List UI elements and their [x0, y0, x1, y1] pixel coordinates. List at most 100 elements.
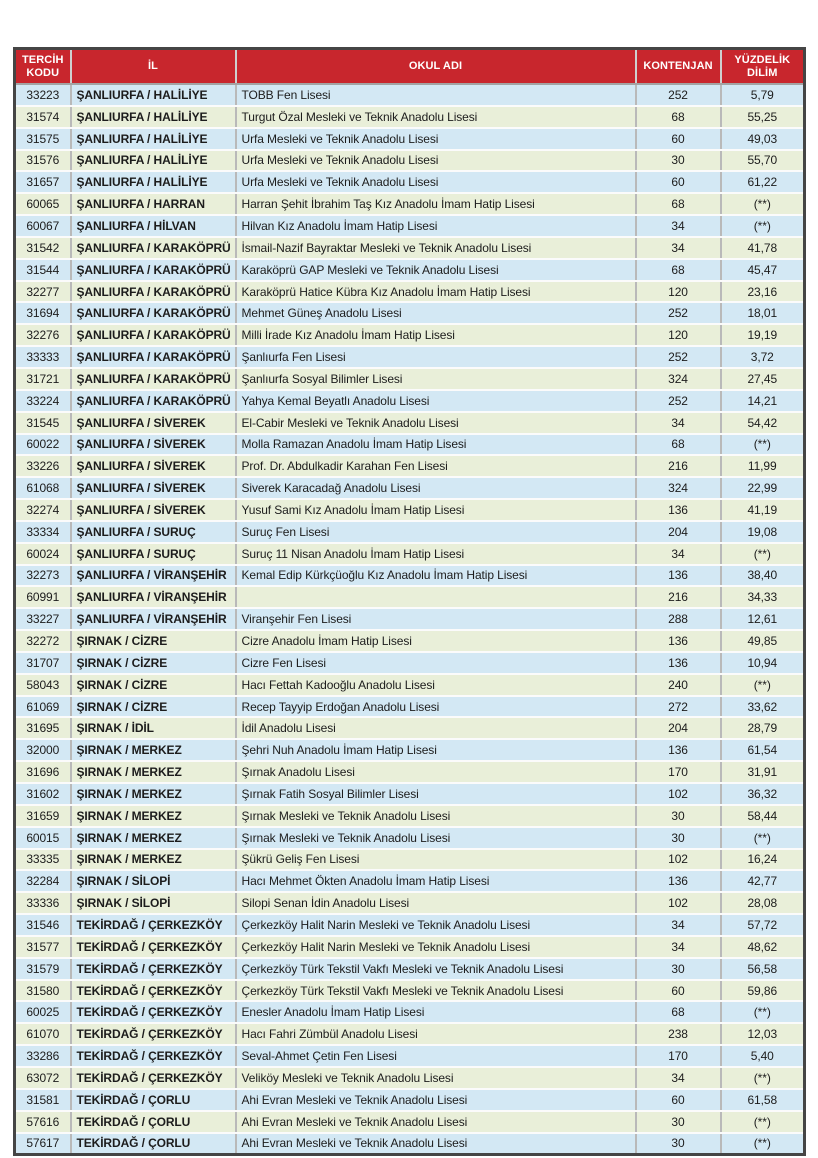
kontenjan-cell: 136 — [634, 498, 722, 522]
yuzdelik-dilim-cell: 19,08 — [719, 519, 806, 544]
il-cell: TEKİRDAĞ / ÇERKEZKÖY — [69, 978, 237, 1003]
okul-adi-cell: Ahi Evran Mesleki ve Teknik Anadolu Lise… — [234, 1087, 637, 1112]
yuzdelik-dilim-cell: (**) — [719, 672, 806, 697]
okul-adi-cell: TOBB Fen Lisesi — [234, 83, 637, 107]
il-cell: ŞANLIURFA / HALİLİYE — [69, 170, 237, 195]
table-row: 31707 ŞIRNAK / CİZRE Cizre Fen Lisesi 136 10… — [13, 650, 806, 675]
okul-adi-cell: Şanlıurfa Fen Lisesi — [234, 345, 637, 369]
kontenjan-cell: 204 — [634, 716, 722, 741]
yuzdelik-dilim-cell: 56,58 — [719, 956, 806, 981]
kontenjan-cell: 34 — [634, 541, 722, 566]
column-header-il: İL — [69, 48, 237, 85]
tercih-kodu-cell: 33224 — [13, 388, 72, 413]
okul-adi-cell: Enesler Anadolu İmam Hatip Lisesi — [234, 1000, 637, 1025]
tercih-kodu-cell: 31695 — [13, 716, 72, 741]
table-row: 60015 ŞIRNAK / MERKEZ Şırnak Mesleki ve Te… — [13, 825, 806, 850]
table-row: 31544 ŞANLIURFA / KARAKÖPRÜ Karaköprü GAP … — [13, 257, 806, 282]
tercih-kodu-cell: 31657 — [13, 170, 72, 195]
table-row: 33224 ŞANLIURFA / KARAKÖPRÜ Yahya Kemal Be… — [13, 388, 806, 413]
il-cell: ŞANLIURFA / KARAKÖPRÜ — [69, 388, 237, 413]
table-row: 61068 ŞANLIURFA / SİVEREK Siverek Karacada… — [13, 476, 806, 501]
okul-adi-cell: Şırnak Fatih Sosyal Bilimler Lisesi — [234, 782, 637, 806]
table-row: 33227 ŞANLIURFA / VİRANŞEHİR Viranşehir Fe… — [13, 607, 806, 632]
yuzdelik-dilim-cell: 49,85 — [719, 629, 806, 653]
il-cell: ŞIRNAK / CİZRE — [69, 629, 237, 653]
tercih-kodu-cell: 57616 — [13, 1109, 72, 1134]
table-row: 57616 TEKİRDAĞ / ÇORLU Ahi Evran Mesleki v… — [13, 1109, 806, 1134]
yuzdelik-dilim-cell: 61,22 — [719, 170, 806, 195]
kontenjan-cell: 68 — [634, 257, 722, 282]
tercih-kodu-cell: 33335 — [13, 847, 72, 872]
table-row: 31577 TEKİRDAĞ / ÇERKEZKÖY Çerkezköy Halit… — [13, 934, 806, 959]
yuzdelik-dilim-cell: 45,47 — [719, 257, 806, 282]
okul-adi-cell: Yahya Kemal Beyatlı Anadolu Lisesi — [234, 388, 637, 413]
yuzdelik-dilim-cell: 12,61 — [719, 607, 806, 632]
il-cell: ŞANLIURFA / VİRANŞEHİR — [69, 563, 237, 588]
kontenjan-cell: 34 — [634, 214, 722, 238]
tercih-kodu-cell: 32272 — [13, 629, 72, 653]
okul-adi-cell: Çerkezköy Türk Tekstil Vakfı Mesleki ve … — [234, 978, 637, 1003]
kontenjan-cell: 102 — [634, 891, 722, 916]
tercih-kodu-cell: 31579 — [13, 956, 72, 981]
okul-adi-cell: Suruç Fen Lisesi — [234, 519, 637, 544]
yuzdelik-dilim-cell: 12,03 — [719, 1022, 806, 1047]
tercih-kodu-cell: 60991 — [13, 585, 72, 610]
table-row: 31694 ŞANLIURFA / KARAKÖPRÜ Mehmet Güneş A… — [13, 301, 806, 326]
tercih-kodu-cell: 32274 — [13, 498, 72, 522]
yuzdelik-dilim-cell: 36,32 — [719, 782, 806, 806]
okul-adi-cell: Harran Şehit İbrahim Taş Kız Anadolu İma… — [234, 192, 637, 217]
kontenjan-cell: 252 — [634, 388, 722, 413]
okul-adi-cell: Şırnak Anadolu Lisesi — [234, 760, 637, 784]
okul-adi-cell: Hacı Fettah Kadooğlu Anadolu Lisesi — [234, 672, 637, 697]
kontenjan-cell: 30 — [634, 825, 722, 850]
table-row: 32277 ŞANLIURFA / KARAKÖPRÜ Karaköprü Hati… — [13, 279, 806, 304]
kontenjan-cell: 60 — [634, 170, 722, 195]
table-row: 31602 ŞIRNAK / MERKEZ Şırnak Fatih Sosyal … — [13, 782, 806, 806]
il-cell: ŞANLIURFA / SİVEREK — [69, 476, 237, 501]
tercih-kodu-cell: 60025 — [13, 1000, 72, 1025]
table-row: 32000 ŞIRNAK / MERKEZ Şehri Nuh Anadolu İm… — [13, 738, 806, 763]
il-cell: ŞANLIURFA / HALİLİYE — [69, 83, 237, 107]
tercih-kodu-cell: 31580 — [13, 978, 72, 1003]
yuzdelik-dilim-cell: 55,70 — [719, 148, 806, 173]
il-cell: ŞIRNAK / MERKEZ — [69, 782, 237, 806]
yuzdelik-dilim-cell: 19,19 — [719, 323, 806, 348]
yuzdelik-dilim-cell: 54,42 — [719, 410, 806, 435]
yuzdelik-dilim-cell: 23,16 — [719, 279, 806, 304]
okul-adi-cell: Mehmet Güneş Anadolu Lisesi — [234, 301, 637, 326]
table-row: 31695 ŞIRNAK / İDİL İdil Anadolu Lisesi 204… — [13, 716, 806, 741]
yuzdelik-dilim-cell: 38,40 — [719, 563, 806, 588]
table-row: 31575 ŞANLIURFA / HALİLİYE Urfa Mesleki ve… — [13, 126, 806, 151]
tercih-kodu-cell: 32000 — [13, 738, 72, 763]
tercih-kodu-cell: 33334 — [13, 519, 72, 544]
table-row: 31696 ŞIRNAK / MERKEZ Şırnak Anadolu Lises… — [13, 760, 806, 784]
table-row: 32272 ŞIRNAK / CİZRE Cizre Anadolu İmam Ha… — [13, 629, 806, 653]
yuzdelik-dilim-cell: 41,78 — [719, 235, 806, 260]
okul-adi-cell: Silopi Senan İdin Anadolu Lisesi — [234, 891, 637, 916]
kontenjan-cell: 252 — [634, 345, 722, 369]
yuzdelik-dilim-cell: 57,72 — [719, 913, 806, 937]
il-cell: TEKİRDAĞ / ÇORLU — [69, 1131, 237, 1156]
kontenjan-cell: 240 — [634, 672, 722, 697]
il-cell: ŞANLIURFA / HALİLİYE — [69, 104, 237, 129]
column-header-tercih-kodu: TERCİH KODU — [13, 48, 72, 85]
tercih-kodu-cell: 31659 — [13, 803, 72, 828]
tercih-kodu-cell: 31546 — [13, 913, 72, 937]
yuzdelik-dilim-cell: 41,19 — [719, 498, 806, 522]
kontenjan-cell: 170 — [634, 760, 722, 784]
table-header: TERCİH KODU İL OKUL ADI KONTENJAN YÜZDEL… — [13, 48, 806, 85]
tercih-kodu-cell: 33286 — [13, 1044, 72, 1068]
kontenjan-cell: 252 — [634, 83, 722, 107]
table-row: 63072 TEKİRDAĞ / ÇERKEZKÖY Veliköy Mesleki… — [13, 1065, 806, 1090]
table-row: 58043 ŞIRNAK / CİZRE Hacı Fettah Kadooğlu … — [13, 672, 806, 697]
kontenjan-cell: 120 — [634, 279, 722, 304]
okul-adi-cell: Şırnak Mesleki ve Teknik Anadolu Lisesi — [234, 803, 637, 828]
table-row: 31542 ŞANLIURFA / KARAKÖPRÜ İsmail-Nazif B… — [13, 235, 806, 260]
il-cell: ŞIRNAK / MERKEZ — [69, 760, 237, 784]
table-row: 31576 ŞANLIURFA / HALİLİYE Urfa Mesleki ve… — [13, 148, 806, 173]
tercih-kodu-cell: 33336 — [13, 891, 72, 916]
table-row: 32273 ŞANLIURFA / VİRANŞEHİR Kemal Edip Kü… — [13, 563, 806, 588]
okul-adi-cell: Milli İrade Kız Anadolu İmam Hatip Lises… — [234, 323, 637, 348]
kontenjan-cell: 136 — [634, 650, 722, 675]
il-cell: ŞIRNAK / SİLOPİ — [69, 891, 237, 916]
